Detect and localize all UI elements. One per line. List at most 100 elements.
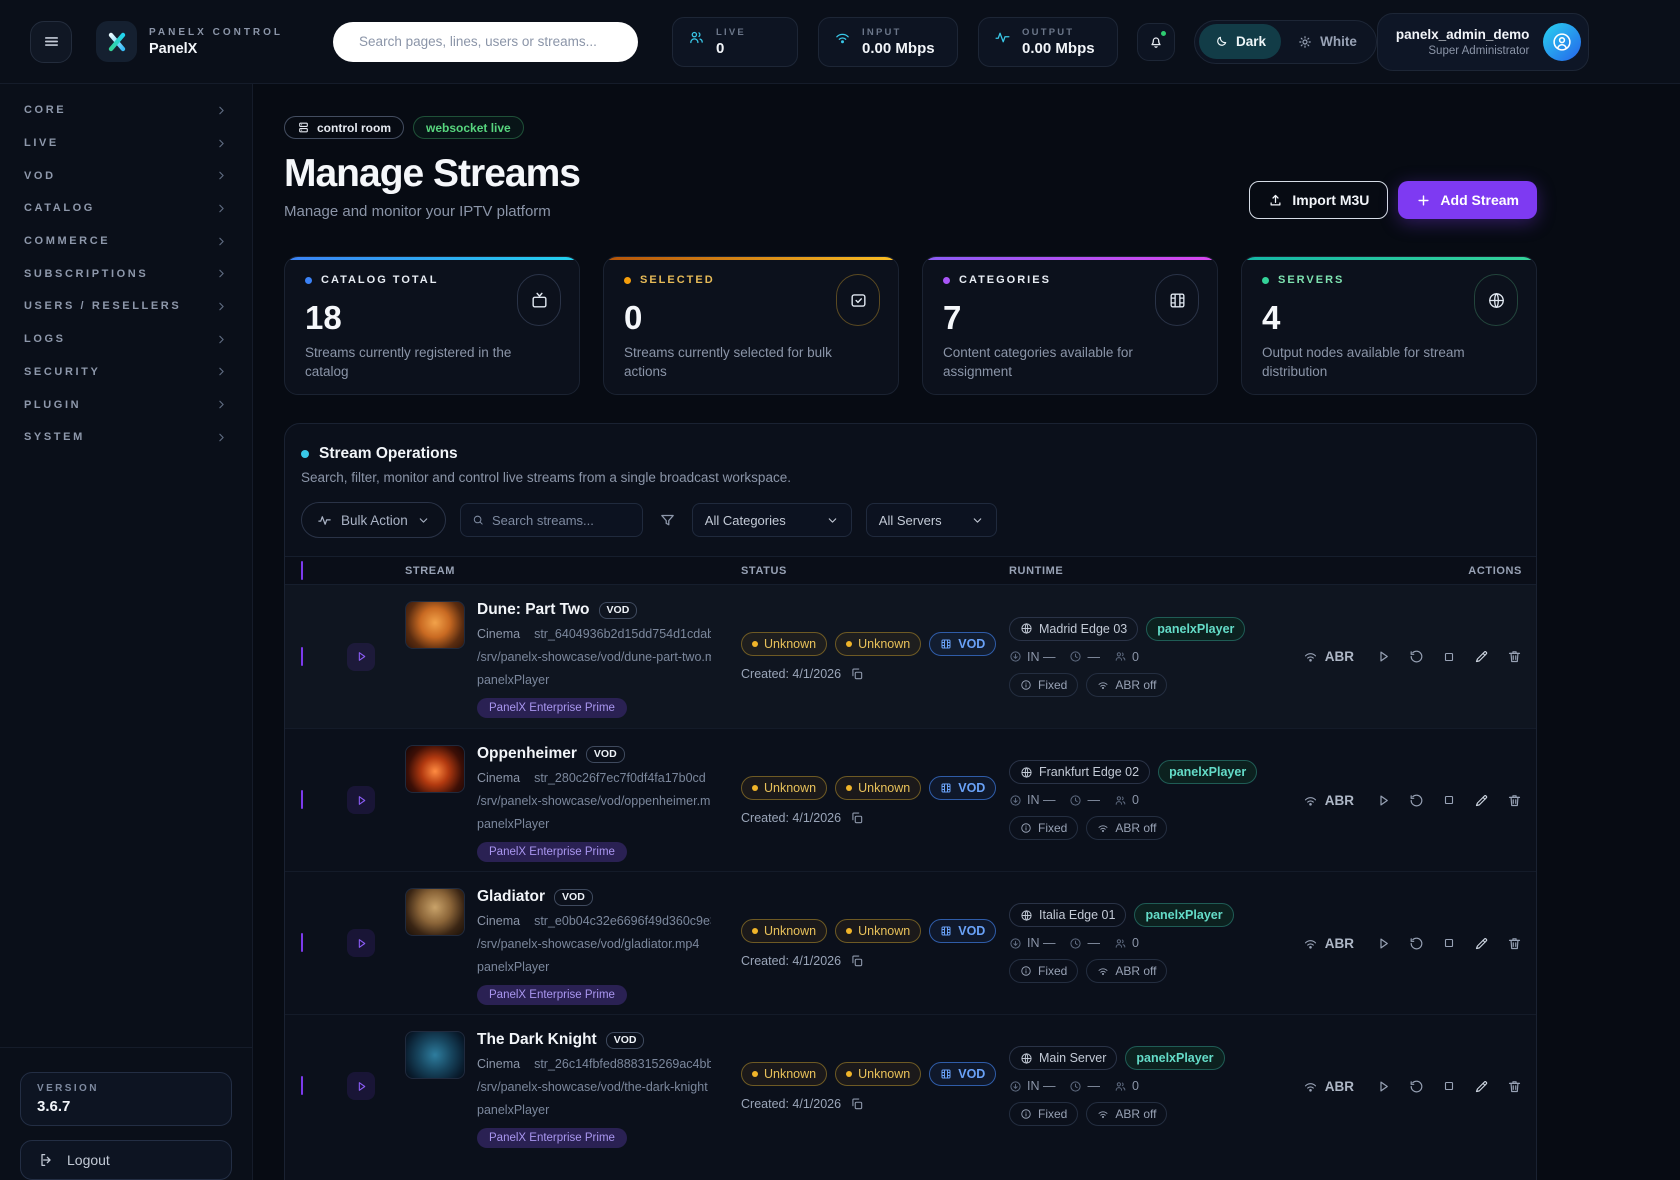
wifi-icon	[1304, 653, 1316, 662]
stream-id: str_26c14fbfed888315269ac4bb	[534, 1057, 711, 1071]
quick-play-button[interactable]	[347, 929, 375, 957]
import-m3u-button[interactable]: Import M3U	[1249, 181, 1389, 219]
row-checkbox[interactable]	[301, 933, 303, 952]
stream-id: str_280c26f7ec7f0df4fa17b0cd	[534, 771, 706, 785]
sidebar-item-catalog[interactable]: CATALOG	[0, 192, 252, 225]
sidebar-item-live[interactable]: LIVE	[0, 127, 252, 160]
stat-dot	[1262, 276, 1269, 284]
theme-white-option[interactable]: White	[1283, 24, 1372, 59]
filter-funnel-icon[interactable]	[659, 512, 676, 529]
edit-action-icon[interactable]	[1474, 793, 1489, 808]
version-label: VERSION	[37, 1083, 99, 1094]
websocket-live-badge: websocket live	[413, 116, 524, 139]
play-icon	[358, 652, 365, 661]
bulk-action-dropdown[interactable]: Bulk Action	[301, 502, 446, 538]
row-checkbox[interactable]	[301, 646, 303, 666]
copy-icon[interactable]	[850, 667, 864, 681]
sidebar-item-security[interactable]: SECURITY	[0, 356, 252, 389]
sidebar-item-vod[interactable]: VOD	[0, 159, 252, 192]
play-action-icon[interactable]	[1376, 1079, 1391, 1094]
restart-action-icon[interactable]	[1409, 793, 1424, 808]
edit-action-icon[interactable]	[1474, 649, 1489, 664]
quick-play-button[interactable]	[347, 1072, 375, 1100]
column-status: STATUS	[741, 564, 787, 577]
sidebar-item-plugin[interactable]: PLUGIN	[0, 388, 252, 421]
stream-title: Oppenheimer	[477, 745, 577, 762]
created-date: Created: 4/1/2026	[741, 953, 842, 968]
restart-action-icon[interactable]	[1409, 649, 1424, 664]
abr-toggle[interactable]: ABR	[1303, 793, 1354, 808]
play-action-icon[interactable]	[1376, 649, 1391, 664]
info-circle-icon	[1021, 966, 1031, 976]
clock-icon	[1070, 937, 1082, 949]
logout-button[interactable]: Logout	[20, 1140, 232, 1180]
stop-action-icon[interactable]	[1442, 793, 1456, 807]
servers-select[interactable]: All Servers	[865, 503, 997, 537]
chevron-right-icon	[219, 171, 224, 180]
clock-icon	[1070, 1080, 1082, 1092]
sidebar-item-core[interactable]: CORE	[0, 94, 252, 127]
abr-toggle[interactable]: ABR	[1303, 649, 1354, 664]
edit-action-icon[interactable]	[1474, 936, 1489, 951]
quick-play-button[interactable]	[347, 642, 375, 671]
stream-player: panelxPlayer	[477, 817, 550, 831]
film-icon	[1155, 274, 1199, 326]
row-checkbox[interactable]	[301, 1076, 303, 1095]
play-action-icon[interactable]	[1376, 936, 1391, 951]
theme-dark-option[interactable]: Dark	[1199, 24, 1282, 59]
stop-action-icon[interactable]	[1442, 1079, 1456, 1093]
runtime-cell: Frankfurt Edge 02 panelxPlayer IN — — 0 …	[1009, 760, 1291, 840]
stream-player: panelxPlayer	[477, 1103, 550, 1117]
copy-icon[interactable]	[850, 811, 864, 825]
stream-search-input[interactable]	[492, 512, 631, 528]
delete-action-icon[interactable]	[1507, 1079, 1522, 1094]
copy-icon[interactable]	[850, 1097, 864, 1111]
hamburger-menu-button[interactable]	[30, 20, 72, 63]
edit-action-icon[interactable]	[1474, 1079, 1489, 1094]
stop-action-icon[interactable]	[1442, 650, 1456, 664]
stream-thumbnail	[405, 601, 465, 649]
abr-toggle[interactable]: ABR	[1303, 1079, 1354, 1094]
abr-toggle[interactable]: ABR	[1303, 936, 1354, 951]
sidebar-item-subscriptions[interactable]: SUBSCRIPTIONS	[0, 257, 252, 290]
actions-cell: ABR	[1291, 936, 1522, 951]
restart-action-icon[interactable]	[1409, 1079, 1424, 1094]
global-search-input[interactable]	[333, 21, 639, 62]
stat-card-catalog-total: CATALOG TOTAL 18 Streams currently regis…	[284, 256, 580, 395]
stop-action-icon[interactable]	[1442, 936, 1456, 950]
stream-cell: The Dark Knight VOD Cinema str_26c14fbfed…	[405, 1015, 741, 1148]
delete-action-icon[interactable]	[1507, 649, 1522, 664]
globe-icon	[1021, 623, 1032, 634]
sidebar-item-label: SYSTEM	[24, 431, 85, 444]
sidebar-item-users-resellers[interactable]: USERS / RESELLERS	[0, 290, 252, 323]
actions-cell: ABR	[1291, 1079, 1522, 1094]
notifications-button[interactable]	[1137, 22, 1176, 61]
sidebar-item-commerce[interactable]: COMMERCE	[0, 225, 252, 258]
mode-badge: Fixed	[1009, 1102, 1079, 1126]
status-badge: Unknown	[741, 775, 828, 800]
sidebar-item-logs[interactable]: LOGS	[0, 323, 252, 356]
input-bitrate: IN —	[1009, 793, 1055, 807]
user-menu[interactable]: panelx_admin_demo Super Administrator	[1376, 12, 1590, 71]
users-icon	[1115, 795, 1126, 805]
mode-badge: Fixed	[1009, 816, 1079, 840]
users-icon	[1115, 1081, 1126, 1091]
play-action-icon[interactable]	[1376, 793, 1391, 808]
uptime: —	[1069, 936, 1100, 950]
users-icon	[1115, 938, 1126, 948]
sidebar-item-system[interactable]: SYSTEM	[0, 421, 252, 454]
row-checkbox[interactable]	[301, 790, 303, 809]
delete-action-icon[interactable]	[1507, 936, 1522, 951]
delete-action-icon[interactable]	[1507, 793, 1522, 808]
stat-card-categories: CATEGORIES 7 Content categories availabl…	[922, 256, 1218, 395]
categories-select[interactable]: All Categories	[691, 503, 852, 537]
restart-action-icon[interactable]	[1409, 936, 1424, 951]
globe-icon	[1474, 274, 1518, 326]
quick-play-button[interactable]	[347, 786, 375, 814]
select-all-checkbox[interactable]	[301, 560, 303, 580]
sidebar-footer: VERSION 3.6.7 Logout	[0, 1047, 252, 1180]
copy-icon[interactable]	[850, 954, 864, 968]
panelx-logo[interactable]	[96, 21, 137, 62]
add-stream-button[interactable]: Add Stream	[1398, 181, 1537, 219]
wifi-icon	[1098, 825, 1108, 833]
